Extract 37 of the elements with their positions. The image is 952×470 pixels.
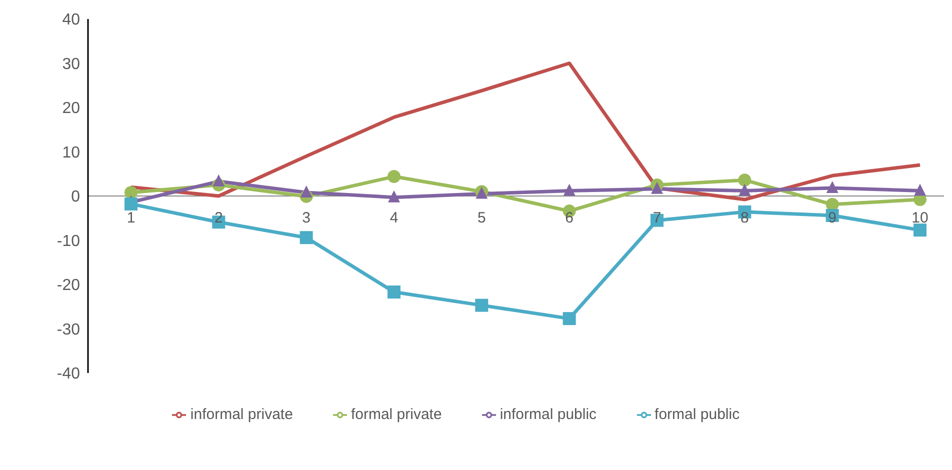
point	[738, 174, 752, 187]
point	[826, 181, 838, 194]
x-tick-label: 4	[390, 210, 398, 226]
x-tick-label: 1	[126, 210, 136, 226]
y-tick-label: 40	[62, 12, 80, 29]
x-tick-label: 5	[477, 210, 486, 226]
point	[475, 298, 488, 312]
y-tick-label: 30	[62, 56, 80, 73]
point	[914, 184, 926, 196]
y-tick-label: -30	[56, 321, 80, 338]
point	[826, 198, 839, 211]
y-tick-label: 0	[71, 188, 80, 206]
point	[388, 190, 400, 202]
point	[300, 185, 312, 198]
legend-label: formal public	[654, 406, 740, 423]
point	[562, 312, 576, 326]
y-tick-label: 20	[62, 100, 80, 118]
point	[651, 182, 663, 194]
point	[914, 224, 926, 237]
x-tick-label: 7	[652, 210, 662, 226]
y-tick-label: -10	[56, 232, 80, 250]
point	[212, 174, 225, 186]
point	[124, 197, 138, 210]
x-tick-label: 10	[912, 210, 928, 226]
x-tick-label: 3	[302, 210, 311, 226]
y-tick-label: -40	[56, 366, 80, 383]
point	[124, 186, 138, 199]
legend-label: formal private	[350, 406, 442, 423]
legend-label: informal private	[190, 406, 293, 423]
point	[563, 184, 576, 196]
point	[388, 286, 400, 299]
y-tick-label: -20	[56, 277, 80, 294]
point	[738, 184, 751, 196]
legend-label: informal public	[500, 406, 597, 423]
y-tick-label: 10	[62, 144, 80, 162]
point	[300, 231, 313, 244]
point	[388, 170, 400, 184]
